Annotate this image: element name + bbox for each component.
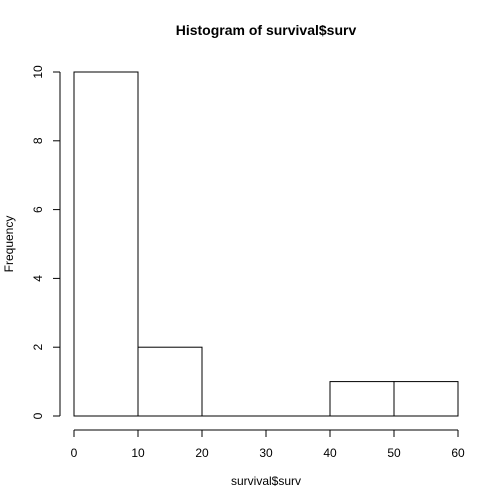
histogram-bar — [137, 346, 203, 417]
histogram-bar — [73, 71, 139, 417]
x-tick-label: 0 — [71, 446, 78, 460]
x-axis: 0 10 20 30 40 50 60 — [71, 429, 465, 460]
chart-title: Histogram of survival$surv — [176, 22, 357, 38]
histogram-bar — [329, 381, 395, 417]
histogram-bar — [393, 381, 459, 417]
y-tick-label: 10 — [31, 65, 45, 79]
y-axis-label: Frequency — [2, 216, 16, 273]
x-tick-label: 30 — [259, 446, 273, 460]
y-tick-label: 0 — [31, 412, 45, 419]
y-tick-label: 2 — [31, 344, 45, 351]
y-tick-label: 8 — [31, 137, 45, 144]
x-tick-label: 40 — [323, 446, 337, 460]
x-tick-label: 60 — [451, 446, 465, 460]
histogram-bars — [73, 71, 459, 417]
x-axis-label: survival$surv — [231, 474, 301, 488]
x-tick-label: 10 — [131, 446, 145, 460]
y-axis: 0 2 4 6 8 10 — [31, 65, 61, 419]
x-tick-label: 20 — [195, 446, 209, 460]
x-tick-label: 50 — [387, 446, 401, 460]
y-tick-label: 6 — [31, 206, 45, 213]
y-tick-label: 4 — [31, 275, 45, 282]
